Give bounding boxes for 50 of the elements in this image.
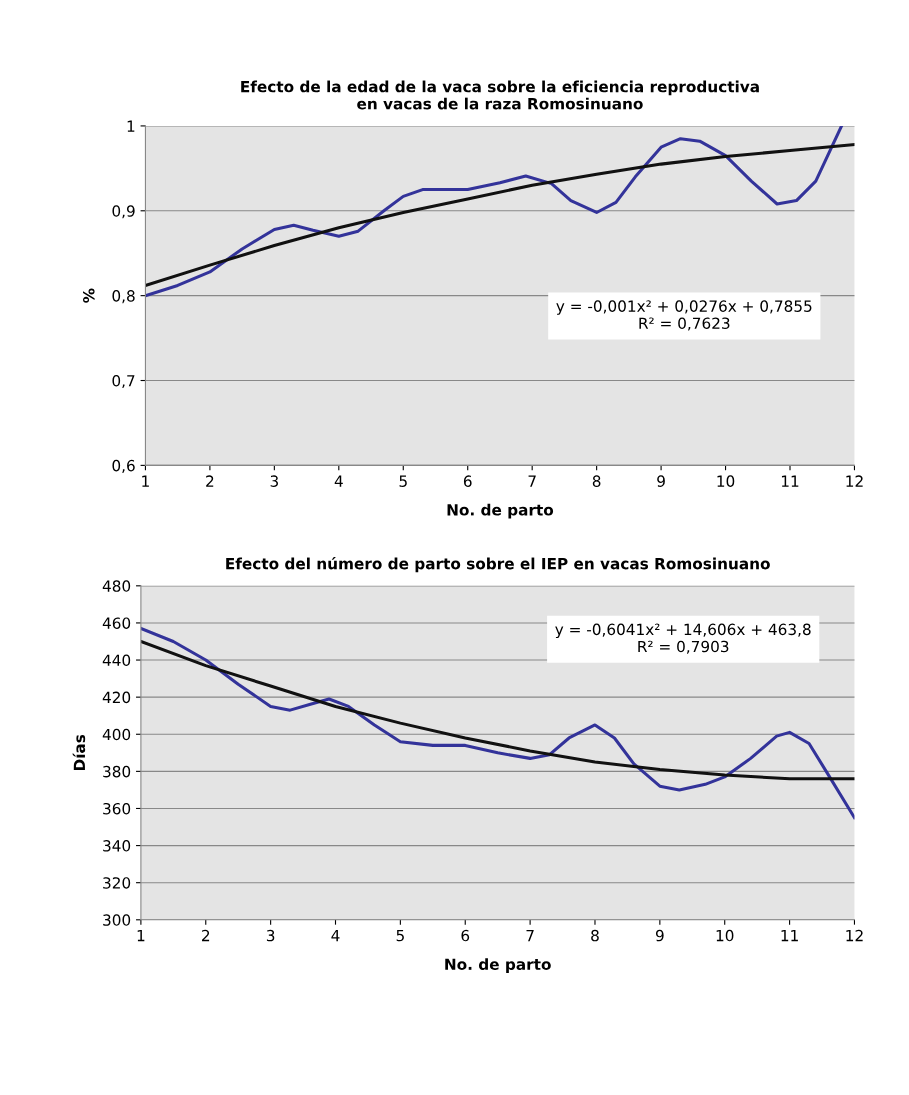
- x-tick-label: 9: [657, 475, 665, 487]
- y-tick-label: 0,6: [112, 459, 135, 473]
- x-tick-label: 3: [266, 929, 275, 942]
- line-series: [145, 125, 844, 298]
- x-tick-label: 4: [331, 929, 340, 942]
- x-tick-label: 4: [334, 475, 343, 487]
- y-tick-label: 480: [102, 580, 131, 592]
- x-tick-label: 2: [206, 475, 214, 487]
- x-tick-label: 10: [716, 929, 734, 942]
- y-tick-label: 0,7: [112, 374, 135, 389]
- x-tick-label: 8: [592, 475, 601, 487]
- x-tick-label: 5: [399, 475, 407, 487]
- annotation: y = -0,001x² + 0,0276x + 0,7855 R² = 0,7623: [556, 300, 812, 331]
- y-tick-label: 460: [102, 617, 131, 629]
- y-tick-label: 380: [103, 765, 131, 778]
- y-axis-title: Días: [72, 734, 86, 771]
- x-tick-label: 2: [202, 929, 210, 942]
- x-tick-label: 9: [655, 929, 664, 942]
- x-tick-label: 7: [528, 475, 536, 487]
- y-tick-label: 0,9: [112, 205, 135, 219]
- x-tick-label: 1: [137, 929, 145, 942]
- x-tick-label: 1: [142, 475, 149, 487]
- x-tick-label: 12: [846, 929, 863, 942]
- y-tick-label: 420: [102, 691, 131, 704]
- x-tick-label: 5: [396, 929, 404, 942]
- line-series: [145, 143, 855, 287]
- x-axis-title: No. de parto: [445, 958, 551, 973]
- x-tick-label: 11: [781, 929, 798, 942]
- annotation: y = -0,6041x² + 14,606x + 463,8 R² = 0,7903: [555, 623, 811, 654]
- x-tick-label: 7: [526, 929, 534, 942]
- y-tick-label: 320: [103, 877, 131, 889]
- y-tick-label: 340: [103, 840, 131, 852]
- x-tick-label: 3: [270, 475, 278, 487]
- x-tick-label: 8: [591, 929, 599, 942]
- chart-title: Efecto del número de parto sobre el IEP en vacas Romosinuano: [226, 556, 770, 573]
- x-axis-title: No. de parto: [447, 503, 554, 519]
- x-tick-label: 10: [717, 475, 735, 487]
- x-tick-label: 6: [461, 929, 470, 942]
- y-tick-label: 300: [103, 914, 131, 926]
- x-tick-label: 12: [846, 475, 863, 487]
- y-tick-label: 360: [103, 802, 131, 815]
- chart-title: Efecto de la edad de la vaca sobre la eficiencia reproductiva en vacas de la raza Romosinuano: [241, 80, 759, 110]
- y-tick-label: 400: [102, 728, 131, 741]
- y-tick-label: 1: [127, 120, 135, 132]
- y-tick-label: 0,8: [112, 290, 135, 304]
- y-tick-label: 440: [102, 654, 131, 667]
- line-series: [140, 639, 855, 781]
- x-tick-label: 11: [781, 475, 799, 487]
- x-tick-label: 6: [463, 475, 472, 487]
- y-axis-title: %: [83, 288, 95, 303]
